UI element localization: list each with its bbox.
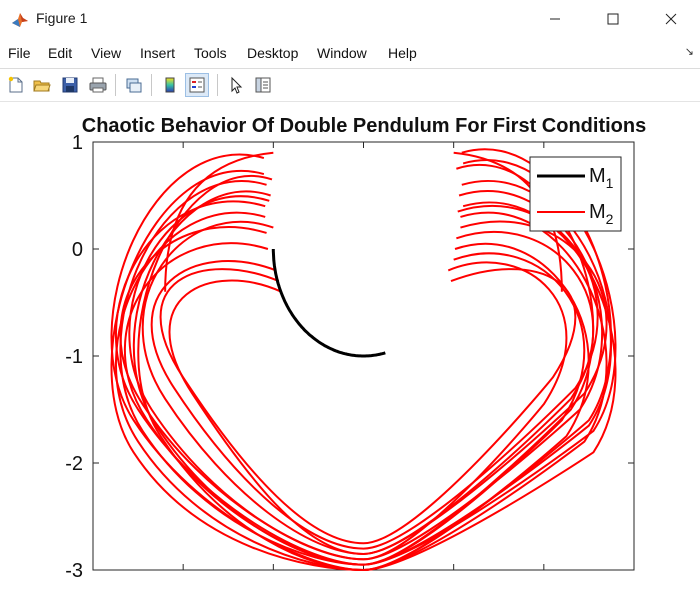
y-tick-label: -2 — [65, 453, 83, 475]
toolbar-separator — [217, 74, 218, 96]
property-inspector-button[interactable] — [251, 73, 275, 97]
menu-window[interactable]: Window — [317, 45, 367, 61]
legend-m1-label: M1 — [589, 165, 614, 191]
minimize-button[interactable] — [526, 0, 584, 38]
chart-title: Chaotic Behavior Of Double Pendulum For … — [82, 115, 646, 137]
toolbar-separator — [115, 74, 116, 96]
legend-m2-label: M2 — [589, 201, 614, 227]
y-tick-label: -3 — [65, 560, 83, 582]
menu-tools[interactable]: Tools — [194, 45, 227, 61]
property-inspector-icon — [255, 77, 271, 93]
link-plot-icon — [126, 78, 142, 93]
open-file-button[interactable] — [30, 73, 54, 97]
series-m2-loop — [137, 175, 590, 572]
menu-view[interactable]: View — [91, 45, 122, 61]
series-m2-loop — [119, 226, 568, 561]
series-m2-line — [110, 148, 617, 572]
maximize-button[interactable] — [584, 0, 642, 38]
close-button[interactable] — [642, 0, 700, 38]
new-figure-button[interactable] — [4, 73, 28, 97]
series-m1-path — [271, 249, 386, 358]
series-m1-line — [271, 249, 386, 358]
link-plot-button[interactable] — [122, 73, 146, 97]
y-tick-label: -1 — [65, 346, 83, 368]
edit-plot-icon — [231, 76, 243, 94]
axes-ticks: 1 0 -1 -2 -3 — [65, 132, 635, 582]
plot-svg[interactable]: Chaotic Behavior Of Double Pendulum For … — [0, 102, 700, 590]
save-button[interactable] — [58, 73, 82, 97]
menu-help[interactable]: Help — [388, 45, 417, 61]
menu-bar: File Edit View Insert Tools Desktop Wind… — [0, 38, 700, 69]
series-m2-loop — [168, 220, 608, 555]
open-file-icon — [33, 80, 51, 92]
maximize-icon — [607, 13, 619, 25]
series-m2-loop — [114, 164, 595, 566]
figure-toolbar — [0, 69, 700, 102]
print-icon — [89, 77, 107, 93]
matlab-icon — [12, 13, 28, 27]
dock-arrow-icon[interactable]: ↘ — [684, 46, 694, 58]
print-button[interactable] — [86, 73, 110, 97]
new-figure-icon — [8, 76, 23, 93]
legend-box — [529, 156, 622, 232]
menu-desktop[interactable]: Desktop — [247, 45, 299, 61]
insert-legend-button[interactable] — [185, 73, 209, 97]
window-titlebar: Figure 1 — [0, 0, 700, 39]
menu-edit[interactable]: Edit — [48, 45, 73, 61]
minimize-icon — [550, 18, 560, 20]
menu-file[interactable]: File — [8, 45, 31, 61]
window-title: Figure 1 — [36, 10, 88, 26]
close-icon — [665, 13, 677, 25]
legend[interactable]: M1 M2 — [529, 156, 622, 232]
menu-insert[interactable]: Insert — [140, 45, 176, 61]
insert-colorbar-icon — [165, 77, 175, 93]
insert-colorbar-button[interactable] — [158, 73, 182, 97]
figure-canvas[interactable]: Chaotic Behavior Of Double Pendulum For … — [0, 102, 700, 590]
insert-legend-icon — [189, 77, 205, 93]
edit-plot-button[interactable] — [224, 73, 248, 97]
y-tick-label: 0 — [72, 239, 83, 261]
series-m2-loop — [150, 205, 599, 550]
y-tick-label: 1 — [72, 132, 83, 154]
save-icon — [62, 77, 78, 93]
toolbar-separator — [151, 74, 152, 96]
series-m2-tail — [164, 151, 274, 292]
